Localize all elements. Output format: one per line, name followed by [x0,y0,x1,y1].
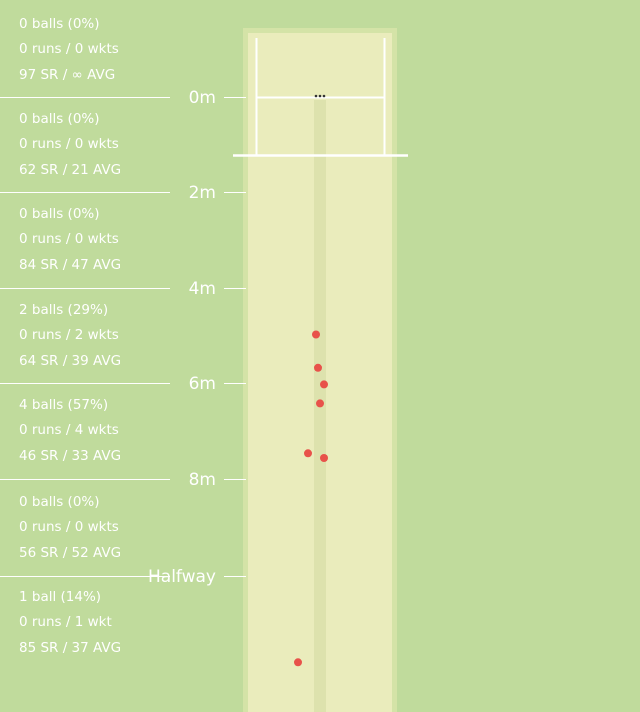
length-marker: 4m [0,279,246,299]
zone-rate-text: 56 SR / 52 AVG [19,544,122,561]
zone-rate-text: 97 SR / ∞ AVG [19,66,116,83]
marker-tick [224,479,246,480]
zone-rate-text: 84 SR / 47 AVG [19,256,122,273]
marker-tick [224,97,246,98]
marker-label: 0m [188,88,216,108]
zone-balls-text: 1 ball (14%) [19,589,102,605]
zone-rate-text: 64 SR / 39 AVG [19,352,122,369]
zone-runs-text: 0 runs / 0 wkts [19,519,119,536]
length-marker: 0m [0,88,246,108]
pitch-point [320,454,328,462]
marker-rule [0,576,170,577]
marker-label: Halfway [148,567,216,587]
zone-balls-text: 2 balls (29%) [19,302,109,318]
zone-rate-text: 46 SR / 33 AVG [19,447,122,464]
marker-label: 2m [188,183,216,203]
zone-runs-text: 0 runs / 1 wkt [19,614,112,631]
pitch-point [320,380,328,389]
pitch-point [312,330,320,339]
marker-rule [0,192,170,193]
zone-runs-text: 0 runs / 0 wkts [19,41,119,58]
marker-rule [0,383,170,384]
length-marker: Halfway [0,567,246,587]
stumps [314,94,326,98]
length-marker: 8m [0,470,246,490]
marker-rule [0,97,170,98]
zone-runs-text: 0 runs / 0 wkts [19,136,119,153]
zone-rate-text: 85 SR / 37 AVG [19,639,122,656]
zone-runs-text: 0 runs / 4 wkts [19,422,119,439]
pitch-point [316,399,324,408]
stump [314,94,318,98]
marker-tick [224,192,246,193]
zone-balls-text: 0 balls (0%) [19,494,100,510]
zone-rate-text: 62 SR / 21 AVG [19,161,122,178]
zone-balls-text: 0 balls (0%) [19,16,100,32]
marker-label: 4m [188,279,216,299]
marker-label: 8m [188,470,216,490]
zone-runs-text: 0 runs / 0 wkts [19,231,119,248]
marker-tick [224,576,246,577]
zone-balls-text: 4 balls (57%) [19,397,109,413]
stump [318,94,322,98]
stump [322,94,326,98]
length-marker: 6m [0,374,246,394]
pitch-points [294,330,328,667]
zone-balls-text: 0 balls (0%) [19,111,100,127]
marker-tick [224,288,246,289]
pitch-point [294,658,302,667]
marker-rule [0,479,170,480]
marker-tick [224,383,246,384]
marker-label: 6m [188,374,216,394]
length-marker: 2m [0,183,246,203]
pitch-point [304,449,312,458]
zone-balls-text: 0 balls (0%) [19,206,100,222]
zone-runs-text: 0 runs / 2 wkts [19,327,119,344]
marker-rule [0,288,170,289]
pitch-point [314,363,322,372]
